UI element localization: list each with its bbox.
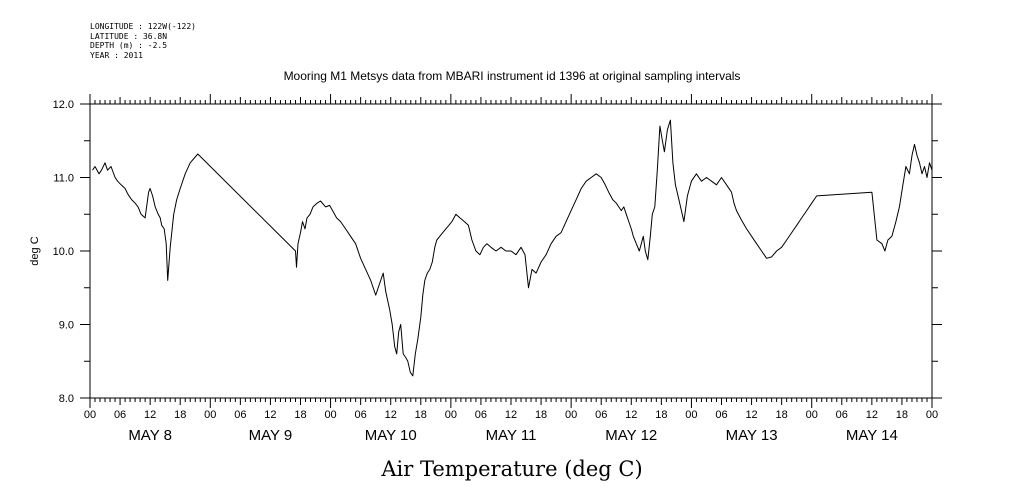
y-tick-label: 8.0 xyxy=(59,393,74,405)
x-tick-label: 12 xyxy=(866,409,878,421)
x-tick-label: 12 xyxy=(505,409,517,421)
x-tick-label: 00 xyxy=(806,409,818,421)
year-text: YEAR : 2011 xyxy=(90,50,143,60)
day-label: MAY 10 xyxy=(365,427,417,444)
latitude-text: LATITUDE : 36.8N xyxy=(90,31,168,41)
x-tick-label: 06 xyxy=(475,409,487,421)
y-tick-label: 12.0 xyxy=(53,99,74,111)
x-tick-label: 00 xyxy=(84,409,96,421)
x-tick-label: 12 xyxy=(625,409,637,421)
x-tick-label: 06 xyxy=(234,409,246,421)
x-tick-label: 18 xyxy=(535,409,547,421)
y-axis-label: deg C xyxy=(29,236,41,265)
depth-text: DEPTH (m) : -2.5 xyxy=(90,41,168,51)
x-tick-label: 12 xyxy=(264,409,276,421)
x-axis-label: Air Temperature (deg C) xyxy=(380,457,642,481)
y-tick-label: 9.0 xyxy=(59,320,74,332)
x-tick-label: 06 xyxy=(114,409,126,421)
day-label: MAY 8 xyxy=(128,427,172,444)
x-tick-label: 18 xyxy=(655,409,667,421)
chart-title: Mooring M1 Metsys data from MBARI instru… xyxy=(284,69,741,83)
day-label: MAY 9 xyxy=(249,427,293,444)
y-tick-label: 10.0 xyxy=(53,246,74,258)
x-tick-label: 06 xyxy=(355,409,367,421)
x-tick-label: 18 xyxy=(415,409,427,421)
x-tick-label: 18 xyxy=(776,409,788,421)
x-tick-label: 12 xyxy=(385,409,397,421)
day-label: MAY 11 xyxy=(486,427,537,444)
x-tick-label: 18 xyxy=(294,409,306,421)
x-tick-label: 12 xyxy=(144,409,156,421)
location-metadata: LONGITUDE : 122W(-122) LATITUDE : 36.8N … xyxy=(90,22,196,60)
longitude-text: LONGITUDE : 122W(-122) xyxy=(90,22,196,31)
x-tick-label: 00 xyxy=(204,409,216,421)
y-tick-label: 11.0 xyxy=(53,173,74,185)
x-tick-label: 06 xyxy=(715,409,727,421)
day-label: MAY 14 xyxy=(846,427,898,444)
x-tick-label: 00 xyxy=(565,409,577,421)
x-tick-label: 06 xyxy=(595,409,607,421)
x-tick-label: 12 xyxy=(745,409,757,421)
x-tick-label: 18 xyxy=(174,409,186,421)
x-tick-label: 00 xyxy=(685,409,697,421)
day-label: MAY 12 xyxy=(605,427,657,444)
temperature-series-line xyxy=(92,119,933,377)
x-tick-label: 00 xyxy=(926,409,938,421)
x-tick-label: 00 xyxy=(445,409,457,421)
x-tick-label: 06 xyxy=(836,409,848,421)
x-tick-label: 18 xyxy=(896,409,908,421)
day-label: MAY 13 xyxy=(726,427,778,444)
x-tick-label: 00 xyxy=(324,409,336,421)
